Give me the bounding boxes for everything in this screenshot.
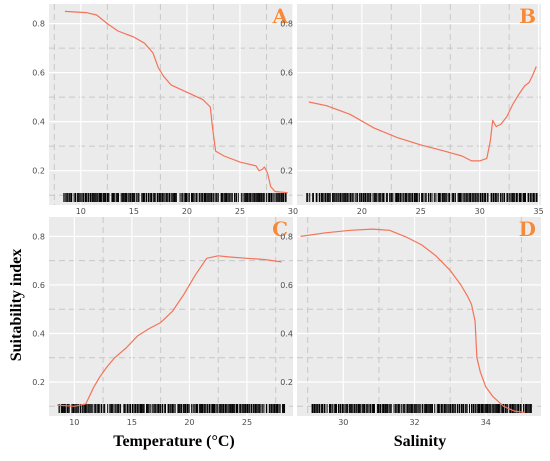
panel-c-background — [49, 217, 293, 416]
panel-a-ytick-label: 0.6 — [32, 69, 45, 78]
x-axis-title-temperature: Temperature (°C) — [113, 433, 234, 450]
panel-d-xtick-label: 30 — [338, 418, 348, 427]
panel-b-ytick-label: 0.6 — [280, 69, 293, 78]
panel-c-ytick-label: 0.8 — [32, 232, 45, 241]
panel-b-background — [297, 4, 541, 205]
panel-a-xtick-label: 10 — [76, 207, 86, 216]
panel-d-ytick-label: 0.2 — [280, 378, 293, 387]
panel-b-xtick-label: 25 — [416, 207, 426, 216]
panel-a-xtick-label: 25 — [235, 207, 245, 216]
panel-d-response-line — [300, 228, 526, 413]
panel-b-xtick-label: 20 — [357, 207, 367, 216]
panel-a-xtick-label: 15 — [129, 207, 139, 216]
y-axis-title: Suitability index — [8, 249, 25, 361]
panel-b-ytick-label: 0.2 — [280, 167, 293, 176]
panel-c-ytick-label: 0.6 — [32, 281, 45, 290]
panel-d-ytick-label: 0.6 — [280, 281, 293, 290]
panel-a-xtick-label: 20 — [182, 207, 192, 216]
panel-a-xtick-label: 30 — [288, 207, 298, 216]
panel-c-xtick-label: 20 — [184, 418, 194, 427]
panel-d-letter: D — [519, 217, 536, 241]
panel-a-background — [49, 4, 293, 205]
panel-c-response-line — [57, 255, 282, 407]
panel-b-xtick-label: 35 — [534, 207, 544, 216]
panel-a-response-line — [64, 10, 288, 194]
panel-a-ytick-label: 0.8 — [32, 20, 45, 29]
panel-d-xtick-label: 34 — [481, 418, 491, 427]
panel-c-ytick-label: 0.4 — [32, 329, 45, 338]
panel-c-xtick-label: 25 — [242, 418, 252, 427]
panel-b-xtick-label: 30 — [475, 207, 485, 216]
panel-a-ytick-label: 0.4 — [32, 118, 45, 127]
panel-d-background — [297, 217, 541, 416]
panel-d-ytick-label: 0.8 — [280, 232, 293, 241]
panel-a-ytick-label: 0.2 — [32, 167, 45, 176]
panel-c-ytick-label: 0.2 — [32, 378, 45, 387]
panel-b-ytick-label: 0.4 — [280, 118, 293, 127]
panel-c-letter: C — [272, 217, 288, 241]
panel-b-letter: B — [519, 4, 536, 28]
panel-d-ytick-label: 0.4 — [280, 329, 293, 338]
panel-c-xtick-label: 15 — [127, 418, 137, 427]
x-axis-title-salinity: Salinity — [394, 433, 446, 450]
panel-c-xtick-label: 10 — [69, 418, 79, 427]
panel-d-xtick-label: 32 — [409, 418, 419, 427]
panel-b-ytick-label: 0.8 — [280, 20, 293, 29]
panel-b-response-line — [308, 66, 537, 162]
panel-a-letter: A — [271, 4, 288, 28]
